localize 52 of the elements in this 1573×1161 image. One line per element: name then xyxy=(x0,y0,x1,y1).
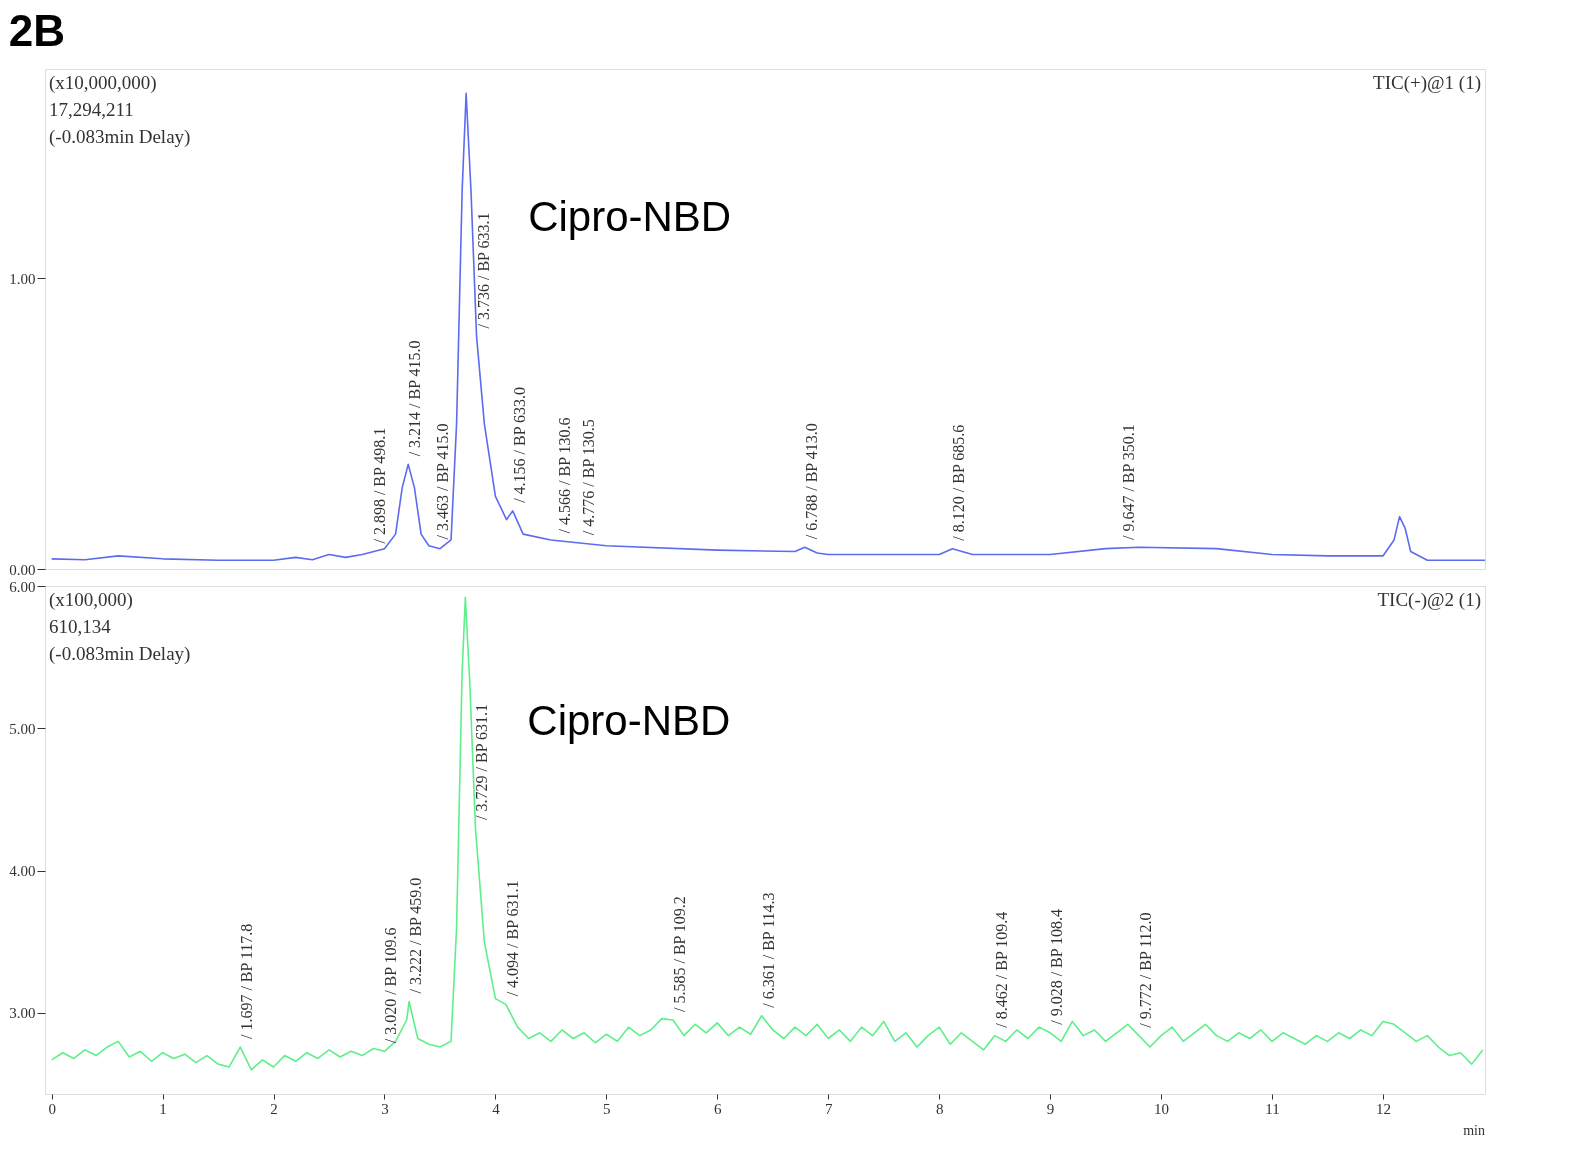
annotation: / 6.361 / BP 114.3 xyxy=(759,892,777,1008)
annotation: 17,294,211 xyxy=(49,99,134,120)
annotation: Cipro-NBD xyxy=(528,193,732,241)
annotation: / 3.736 / BP 633.1 xyxy=(474,212,492,329)
annotation: Cipro-NBD xyxy=(527,697,731,745)
annotation: / 3.222 / BP 459.0 xyxy=(407,877,425,994)
annotation: / 2.898 / BP 498.1 xyxy=(371,427,389,544)
annotation: (x10,000,000) xyxy=(49,72,157,94)
annotation: / 1.697 / BP 117.8 xyxy=(238,923,256,1040)
x-tick-label: 1 xyxy=(159,1100,167,1117)
annotation: / 9.772 / BP 112.0 xyxy=(1136,912,1154,1028)
x-tick-label: 6 xyxy=(714,1100,723,1117)
annotation: / 6.788 / BP 413.0 xyxy=(802,423,820,540)
annotation: / 8.462 / BP 109.4 xyxy=(992,911,1010,1028)
chart-title: 2B xyxy=(8,6,65,55)
annotation: TIC(-)@2 (1) xyxy=(1377,589,1481,611)
x-tick-label: 5 xyxy=(603,1100,611,1117)
annotation: TIC(+)@1 (1) xyxy=(1373,72,1481,94)
x-tick-label: 8 xyxy=(935,1100,944,1117)
x-tick-label: 10 xyxy=(1154,1100,1170,1117)
annotation: / 4.094 / BP 631.1 xyxy=(503,880,521,997)
annotation: / 4.156 / BP 633.0 xyxy=(510,386,528,503)
y-tick-label: 4.00 xyxy=(9,863,36,880)
x-tick-label: 7 xyxy=(824,1100,833,1117)
annotation: / 3.729 / BP 631.1 xyxy=(473,704,491,820)
annotation: (-0.083min Delay) xyxy=(49,643,191,665)
x-tick-label: 3 xyxy=(381,1100,389,1117)
annotation: (x100,000) xyxy=(49,589,133,611)
annotation: / 4.566 / BP 130.6 xyxy=(556,417,574,534)
annotation: / 9.647 / BP 350.1 xyxy=(1119,424,1137,541)
x-tick-label: 0 xyxy=(48,1100,56,1117)
annotation: / 8.120 / BP 685.6 xyxy=(950,424,968,541)
x-tick-label: 12 xyxy=(1375,1100,1391,1117)
y-tick-label: 5.00 xyxy=(9,720,36,737)
annotation: / 3.463 / BP 415.0 xyxy=(433,423,451,540)
y-tick-label: 1.00 xyxy=(9,270,36,287)
annotation: (-0.083min Delay) xyxy=(49,126,191,148)
x-tick-label: 4 xyxy=(492,1100,501,1117)
x-tick-label: 9 xyxy=(1046,1100,1055,1117)
x-tick-label: 11 xyxy=(1265,1100,1280,1117)
x-tick-label: 2 xyxy=(270,1100,278,1117)
y-tick-label: 3.00 xyxy=(9,1005,36,1022)
annotation: / 9.028 / BP 108.4 xyxy=(1048,908,1066,1025)
annotation: / 4.776 / BP 130.5 xyxy=(579,419,597,536)
annotation: / 3.214 / BP 415.0 xyxy=(406,340,424,457)
y-tick-label: 0.00 xyxy=(9,561,36,578)
annotation: / 3.020 / BP 109.6 xyxy=(382,927,400,1044)
annotation: / 5.585 / BP 109.2 xyxy=(670,896,688,1013)
x-axis-title: min xyxy=(1463,1123,1485,1138)
annotation: 610,134 xyxy=(49,616,112,637)
y-tick-label: 6.00 xyxy=(9,578,36,595)
line-series xyxy=(50,92,1486,562)
